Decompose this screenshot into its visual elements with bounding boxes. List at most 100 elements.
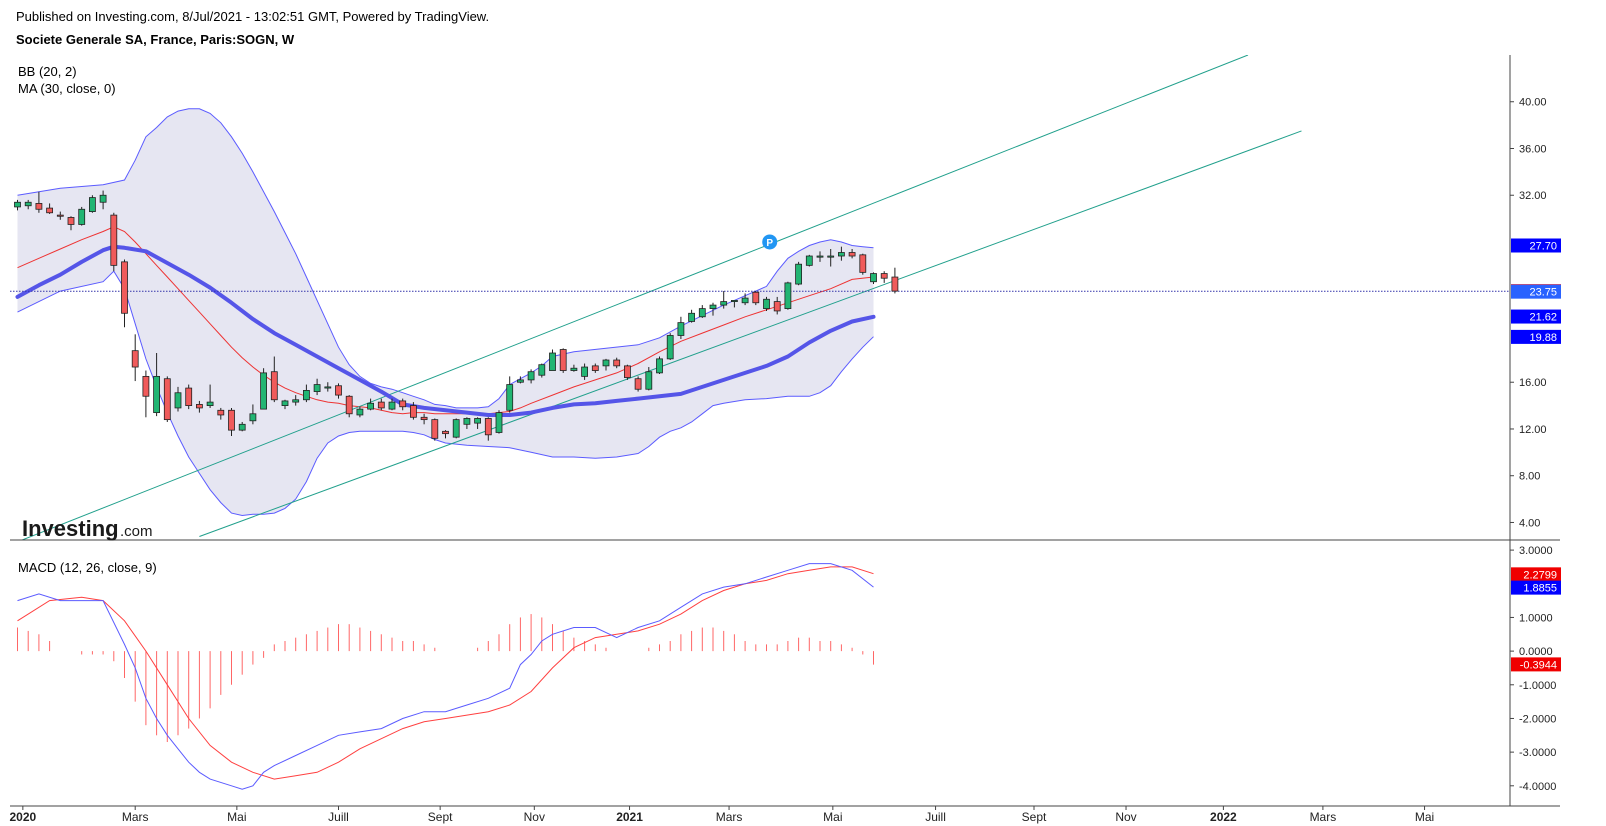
candle [335,383,342,399]
candle [345,395,353,418]
candle [709,302,717,316]
macd-tick-label: -2.0000 [1519,713,1556,725]
candle-body [409,405,417,418]
x-tick-label: Juill [925,810,946,824]
published-line: Published on Investing.com, 8/Jul/2021 -… [16,9,490,24]
candle [270,356,278,403]
header: Published on Investing.com, 8/Jul/2021 -… [16,9,489,48]
macd-panel [17,563,874,790]
bb-basis-line [17,226,874,415]
candle-body [613,359,621,367]
candle [24,199,32,210]
x-tick-label: Juill [328,810,349,824]
candle-body [880,273,888,279]
candle [99,190,107,210]
candle [206,384,214,408]
candle [452,418,460,439]
candle-body [67,217,75,225]
price-value-box [1511,284,1561,299]
indicator-ma: MA (30, close, 0) [18,81,116,96]
candle-body [634,378,642,390]
price-tick-label: 4.00 [1519,517,1540,529]
candle [859,253,867,275]
candle-body [163,378,171,421]
candle-body [142,375,150,397]
candle-body [367,402,375,410]
price-panel: P [10,55,1510,540]
candle [549,349,556,371]
candle [773,296,781,315]
candle-body [602,359,610,367]
macd-tick-label: 1.0000 [1519,612,1553,624]
candle-body [431,419,439,439]
indicator-bb: BB (20, 2) [18,64,77,79]
candle [56,211,64,220]
x-tick-label: Mai [227,810,246,824]
ma30-line [15,244,876,417]
candle [367,398,375,411]
candle-body [624,365,631,378]
macd-tick-label: -4.0000 [1519,781,1556,793]
candle [720,291,728,309]
candle [409,402,417,420]
candle [741,293,749,306]
macd-value-box [1511,580,1561,595]
candle-body [559,349,567,371]
candle [805,254,813,267]
candle [816,251,824,262]
candle-body [14,201,21,208]
price-value-box [1511,329,1561,344]
candle [645,367,653,391]
candle [463,417,471,429]
candle-body [463,418,471,425]
candle [870,272,877,285]
axes: 40.00 36.00 32.00 16.00 12.00 8.00 4.00 3.0000 1… [9,55,1561,824]
candle [356,406,364,418]
candle-body [731,300,738,302]
candle-body [741,297,749,304]
candle [763,296,770,311]
x-tick-label: Mai [1415,810,1434,824]
candle-body [195,404,203,409]
x-tick-label: 2021 [616,810,643,824]
candle-body [527,371,535,381]
candle-body [698,308,706,318]
candle-body [773,301,781,312]
candle [880,271,888,283]
macd-signal-line [17,566,874,780]
macd-tick-label: -1.0000 [1519,680,1556,692]
x-tick-label: Sept [428,810,453,824]
candle-body [484,418,492,436]
candle-body [56,214,64,217]
candle [313,378,321,396]
candle-body [709,304,717,310]
candle [110,212,118,272]
price-value-label: 27.70 [1529,240,1557,252]
candle [377,398,385,411]
candle [89,195,96,213]
candle-body [292,399,300,403]
candle-body [121,261,128,314]
price-value-label: 19.88 [1529,332,1557,344]
macd-tick-label: 3.0000 [1519,545,1553,557]
candle [570,364,578,372]
x-tick-label: 2022 [1210,810,1237,824]
macd-value-box [1511,567,1561,582]
candle [602,358,610,371]
candle [292,395,300,406]
candle [795,261,802,286]
x-tick-label: Nov [524,810,545,824]
candle [46,203,53,214]
candle [238,421,246,432]
candle-body [752,291,760,304]
price-tick-label: 36.00 [1519,143,1547,155]
macd-tick-label: 0.0000 [1519,646,1553,658]
x-tick-label: Sept [1022,810,1047,824]
candle-body [281,400,289,407]
candle-body [153,375,161,414]
candle [538,363,546,378]
candle-body [848,252,856,257]
channel-upper-line [20,55,1249,540]
candle [121,259,128,328]
